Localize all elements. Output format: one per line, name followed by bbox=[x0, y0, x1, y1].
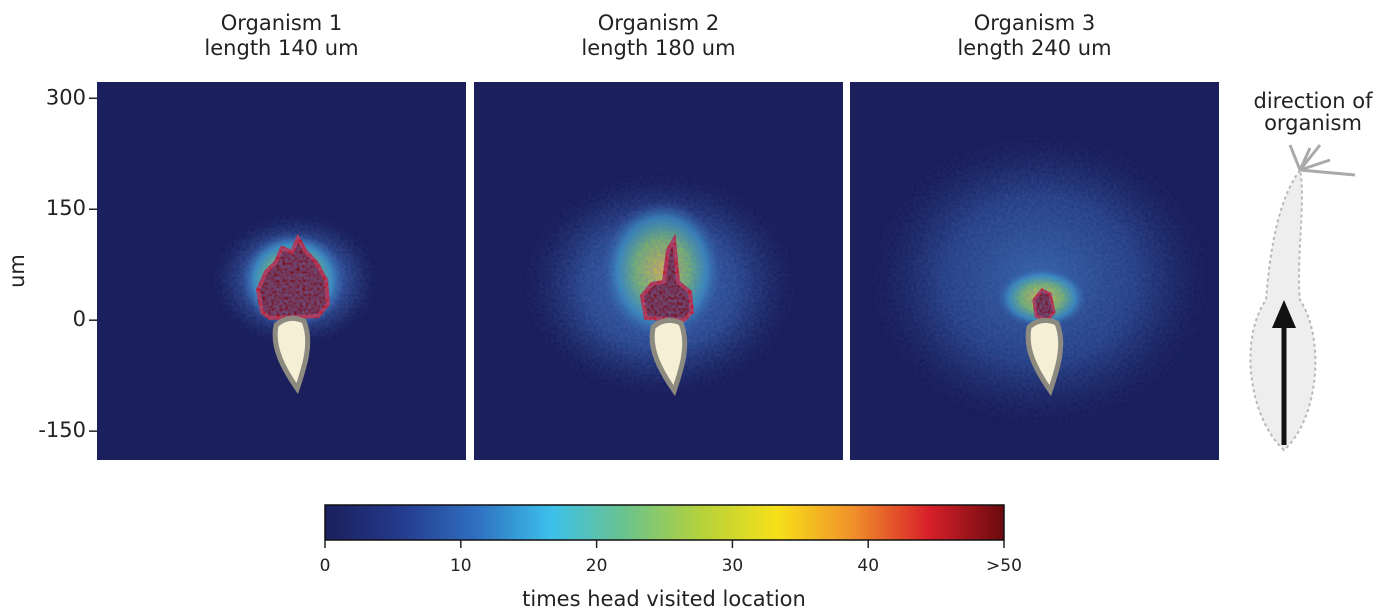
colorbar-tick-label: 0 bbox=[320, 556, 331, 576]
panel-title: length 240 um bbox=[957, 36, 1111, 60]
y-tick-label: 0 bbox=[73, 307, 86, 331]
panel-title: length 140 um bbox=[204, 36, 358, 60]
organism-illustration: direction of organism bbox=[1249, 89, 1374, 452]
panel-title: Organism 3 bbox=[974, 11, 1096, 35]
heatmap-panel bbox=[97, 82, 466, 460]
y-tick-label: -150 bbox=[38, 418, 86, 442]
colorbar-label: times head visited location bbox=[522, 587, 806, 611]
y-tick-label: 150 bbox=[46, 196, 86, 220]
side-note: direction of bbox=[1254, 89, 1374, 113]
heatmap-panel bbox=[850, 82, 1219, 460]
panel-title: Organism 1 bbox=[221, 11, 343, 35]
panel-title: Organism 2 bbox=[598, 11, 720, 35]
colorbar-tick-label: 40 bbox=[857, 556, 879, 576]
colorbar bbox=[324, 504, 1005, 541]
y-axis-label: um bbox=[5, 254, 29, 288]
side-note: organism bbox=[1264, 111, 1362, 135]
colorbar-tick-label: 10 bbox=[450, 556, 472, 576]
colorbar-tick-label: 30 bbox=[722, 556, 744, 576]
colorbar-tick-label: >50 bbox=[986, 556, 1022, 576]
panel-title: length 180 um bbox=[581, 36, 735, 60]
y-tick-label: 300 bbox=[46, 85, 86, 109]
heatmap-panel bbox=[474, 82, 843, 460]
colorbar-tick-label: 20 bbox=[586, 556, 608, 576]
